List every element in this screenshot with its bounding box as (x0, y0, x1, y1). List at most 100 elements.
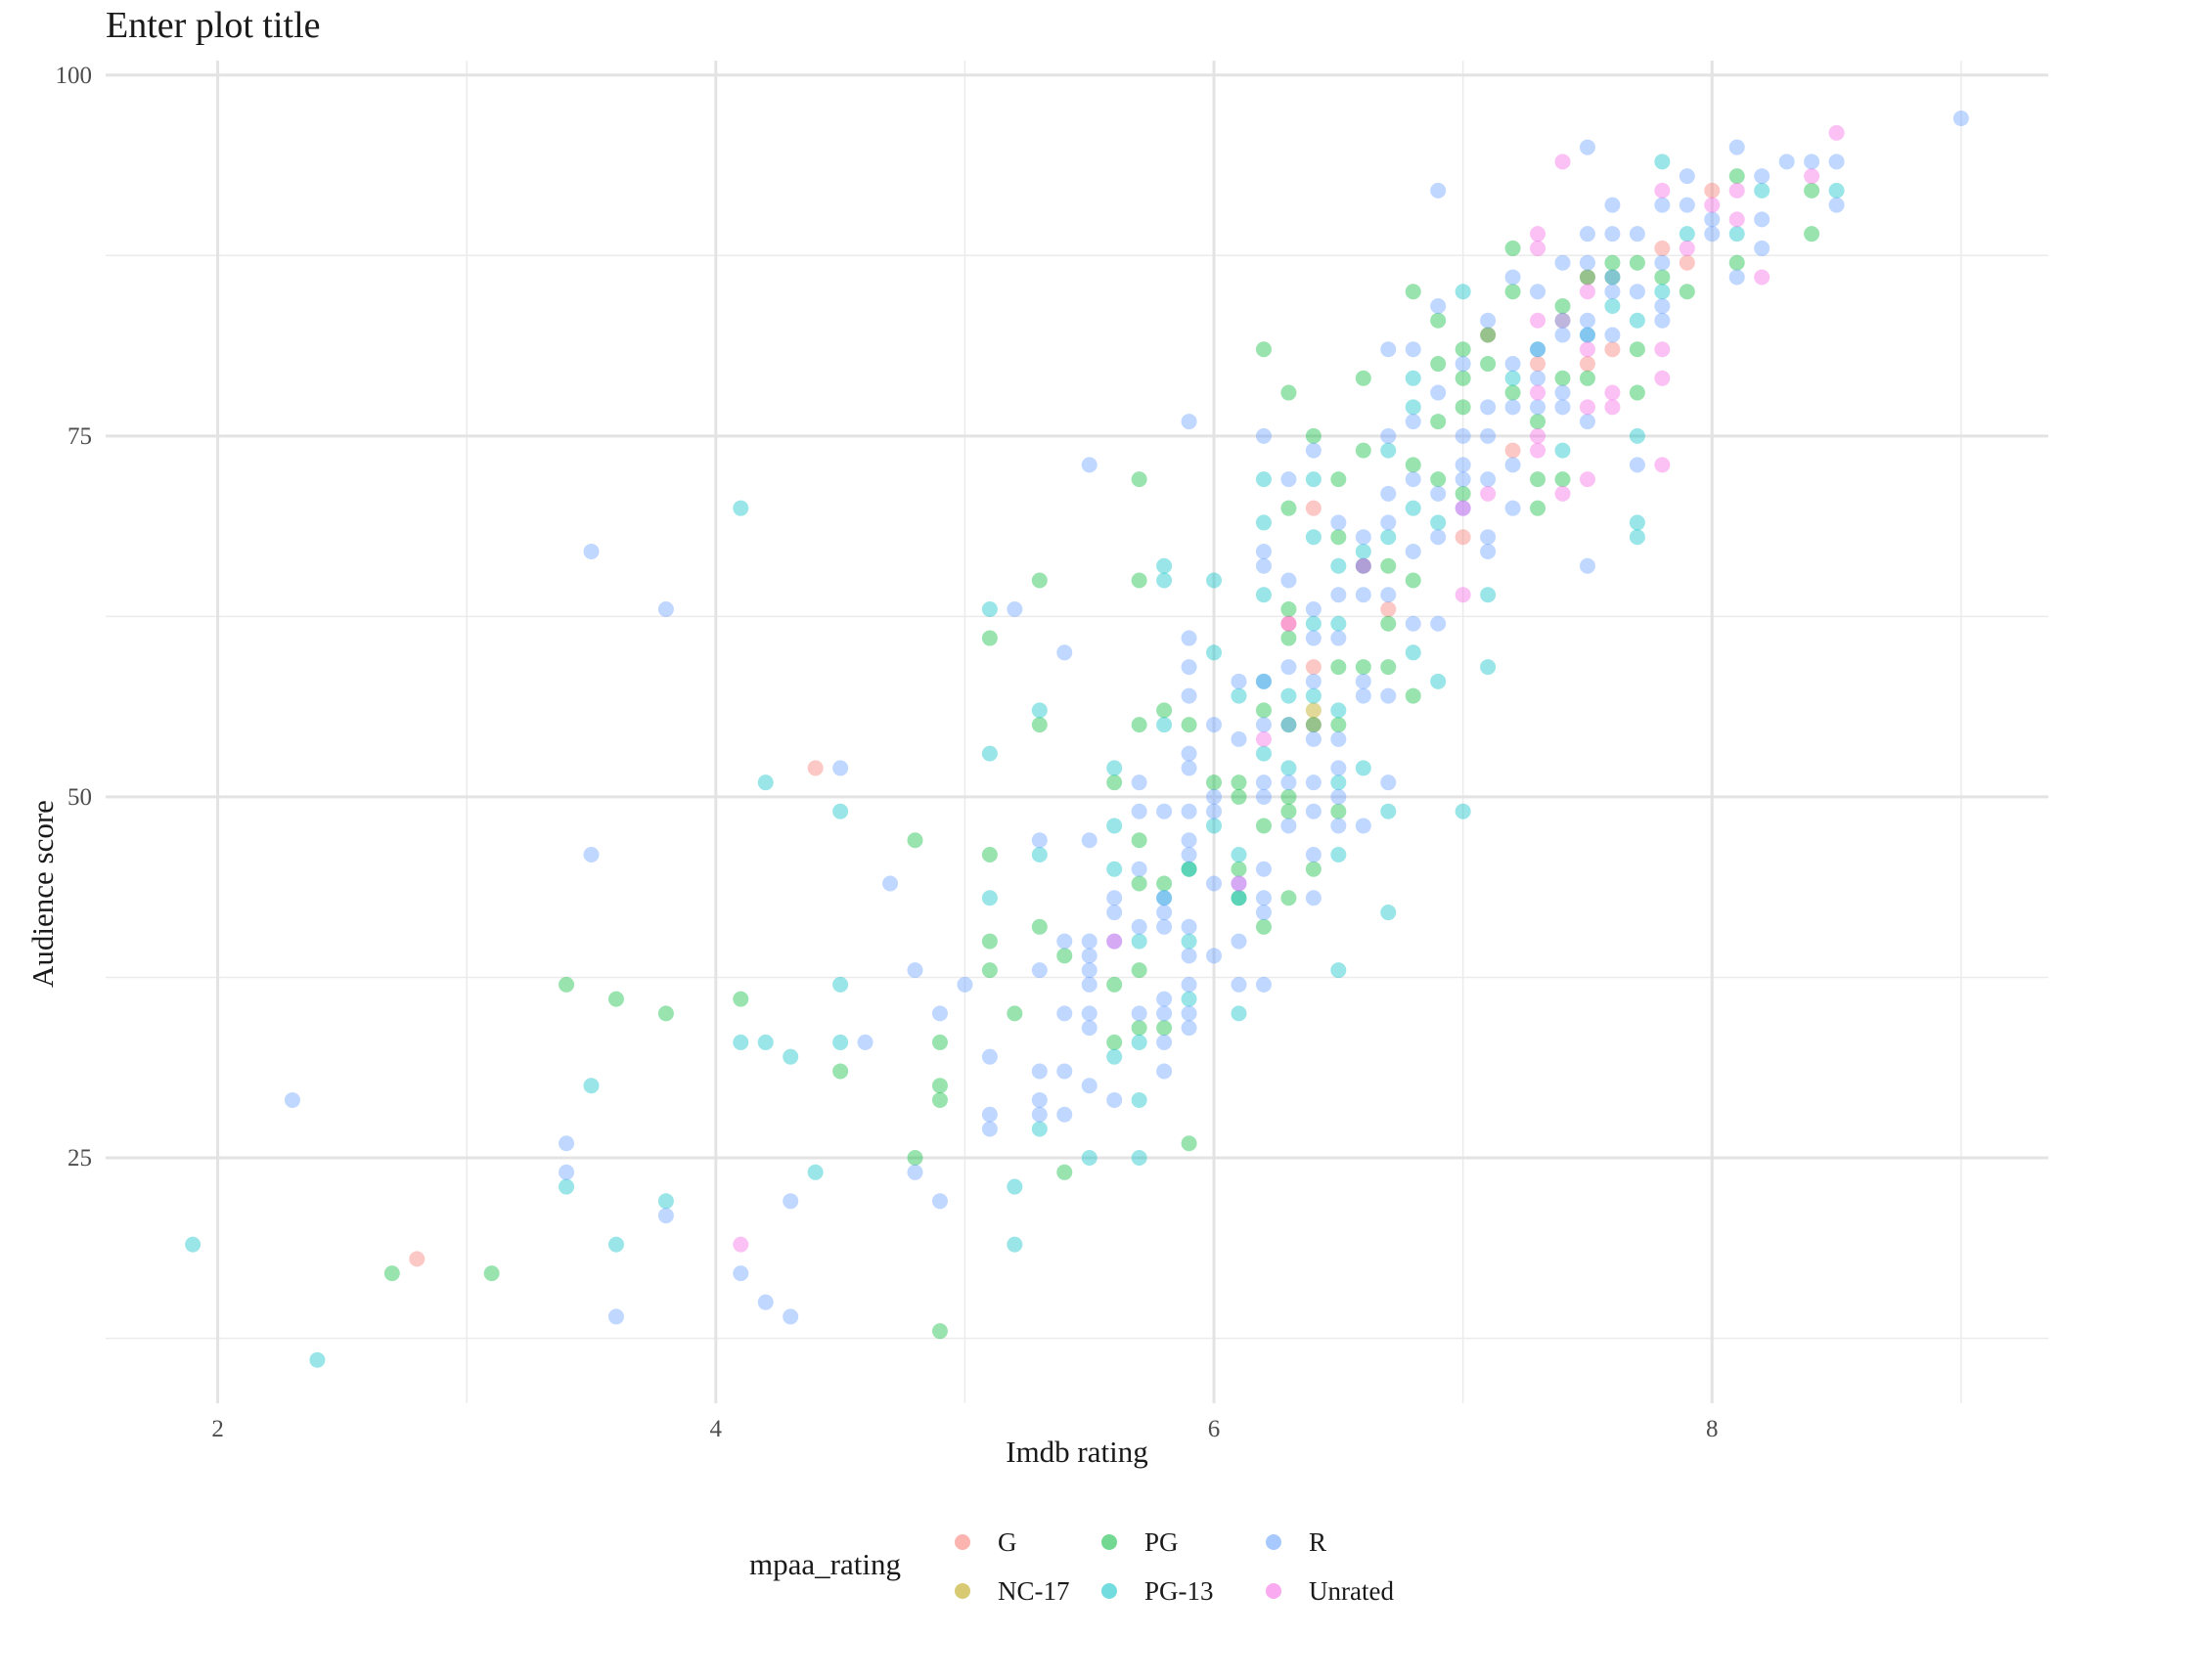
data-point-r (1255, 774, 1272, 791)
data-point-pg-13 (1480, 587, 1497, 603)
data-point-pg-13 (1405, 500, 1421, 516)
data-point-r (1480, 543, 1497, 559)
data-point-r (1181, 803, 1197, 819)
data-point-r (1728, 139, 1745, 155)
data-point-pg (1131, 717, 1147, 733)
data-point-r (1231, 875, 1247, 892)
data-point-g (1480, 327, 1497, 343)
data-point-r (1056, 1106, 1073, 1123)
data-point-r (1031, 1106, 1048, 1123)
data-point-pg-13 (1305, 615, 1321, 632)
data-point-r (1156, 918, 1173, 935)
data-point-pg (1305, 861, 1321, 877)
data-point-pg (1280, 717, 1297, 733)
data-point-r (1181, 414, 1197, 430)
data-point-pg-13 (1106, 760, 1123, 776)
data-point-r (1579, 327, 1595, 343)
data-point-pg (1480, 356, 1497, 373)
data-point-r (1181, 976, 1197, 993)
data-point-r (1330, 730, 1347, 747)
data-point-r (657, 601, 674, 618)
data-point-r (559, 1135, 575, 1152)
data-point-pg (1679, 284, 1695, 300)
data-point-r (1455, 471, 1471, 488)
data-point-r (1579, 557, 1595, 574)
data-point-pg (383, 1265, 400, 1282)
data-point-r (1305, 673, 1321, 689)
data-point-r (1231, 730, 1247, 747)
data-point-r (657, 1208, 674, 1224)
data-point-pg-13 (1181, 861, 1197, 877)
legend-label: R (1309, 1526, 1327, 1557)
data-point-pg-13 (1480, 659, 1497, 676)
data-point-r (1380, 687, 1397, 704)
data-point-pg-13 (1504, 370, 1521, 386)
data-point-pg (931, 1323, 948, 1340)
data-point-r (1604, 284, 1621, 300)
data-point-pg-13 (832, 1034, 849, 1050)
data-point-r (1007, 601, 1023, 618)
data-point-r (1255, 976, 1272, 993)
data-point-pg (1131, 832, 1147, 849)
x-tick-label: 8 (1706, 1416, 1719, 1442)
data-point-r (1206, 788, 1223, 805)
legend-key (1101, 1534, 1117, 1550)
data-point-r (1255, 788, 1272, 805)
data-point-pg-13 (1405, 399, 1421, 416)
data-point-pg (1405, 457, 1421, 473)
data-point-unrated (1579, 399, 1595, 416)
data-point-g (1305, 717, 1321, 733)
data-point-pg-13 (1828, 182, 1845, 199)
y-tick-label: 50 (67, 784, 92, 811)
legend-key (1266, 1534, 1281, 1550)
data-point-r (1455, 500, 1471, 516)
data-point-pg-13 (1007, 1236, 1023, 1253)
data-point-pg (1804, 226, 1820, 243)
data-point-r (1255, 673, 1272, 689)
data-point-r (882, 875, 899, 892)
data-point-pg-13 (757, 1034, 774, 1050)
legend-item: PG-13 (1101, 1567, 1214, 1615)
data-point-pg (1629, 254, 1645, 271)
data-point-r (1255, 543, 1272, 559)
data-point-r (1530, 399, 1546, 416)
data-point-pg (1305, 717, 1321, 733)
data-point-pg-13 (832, 803, 849, 819)
legend-item: NC-17 (955, 1567, 1070, 1615)
data-point-pg (1280, 803, 1297, 819)
data-point-r (1156, 1063, 1173, 1080)
data-point-pg (1131, 471, 1147, 488)
data-point-pg (1380, 615, 1397, 632)
data-point-pg (1355, 370, 1371, 386)
data-point-pg (1430, 471, 1447, 488)
data-point-pg-13 (1629, 312, 1645, 329)
data-point-pg-13 (1106, 1048, 1123, 1065)
data-point-pg-13 (1330, 615, 1347, 632)
data-point-pg-13 (1355, 543, 1371, 559)
data-point-r (1255, 905, 1272, 921)
legend-item: R (1266, 1518, 1326, 1567)
data-point-pg-13 (1380, 905, 1397, 921)
data-point-pg (1504, 384, 1521, 401)
data-point-pg-13 (309, 1351, 326, 1368)
data-point-pg (1231, 788, 1247, 805)
data-point-pg-13 (1330, 962, 1347, 979)
data-point-r (1156, 905, 1173, 921)
data-point-unrated (1679, 240, 1695, 256)
data-point-pg-13 (1604, 297, 1621, 314)
data-point-pg-13 (1654, 284, 1671, 300)
data-point-r (1754, 211, 1770, 228)
data-point-r (1355, 557, 1371, 574)
data-point-pg (1455, 399, 1471, 416)
legend-label: NC-17 (998, 1575, 1070, 1606)
data-point-pg (1455, 341, 1471, 358)
data-point-r (1181, 659, 1197, 676)
data-point-pg (1455, 370, 1471, 386)
data-point-r (1579, 139, 1595, 155)
data-point-r (1604, 226, 1621, 243)
legend-label: PG (1144, 1526, 1179, 1557)
data-point-pg (1031, 918, 1048, 935)
data-point-g (1305, 659, 1321, 676)
data-point-unrated (1355, 557, 1371, 574)
data-point-r (1305, 601, 1321, 618)
